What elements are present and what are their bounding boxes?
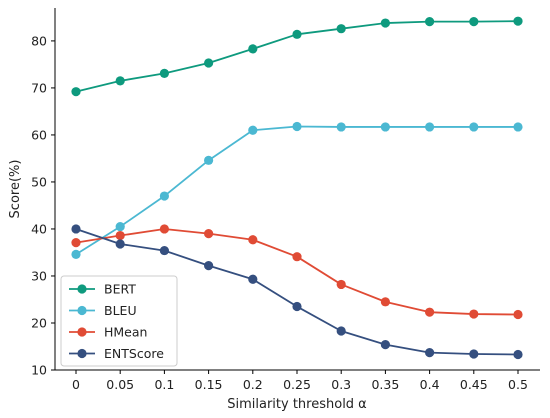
data-point [248, 274, 258, 284]
data-point [292, 301, 302, 312]
data-point [204, 155, 214, 165]
data-point [71, 224, 81, 234]
x-tick-label: 0.5 [508, 377, 528, 392]
data-point [425, 17, 435, 27]
data-point [469, 349, 479, 359]
legend-label: HMean [104, 325, 147, 340]
series-entscore [71, 224, 523, 360]
y-tick-label: 50 [31, 174, 47, 189]
data-point [115, 222, 125, 232]
x-tick-label: 0 [72, 377, 80, 392]
y-tick-label: 60 [31, 127, 47, 142]
legend-marker [77, 348, 87, 359]
axes: 10 20 30 40 50 60 70 80 0 0.05 0.1 0.15 0.2 0.25 0.3 0.… [31, 8, 540, 392]
x-tick-label: 0.05 [106, 377, 134, 392]
series-bert [71, 16, 523, 97]
y-tick-label: 40 [31, 221, 47, 236]
data-point [425, 307, 435, 317]
data-point [115, 230, 125, 241]
data-point [513, 16, 523, 26]
series-bleu [71, 121, 523, 259]
series-line [75, 125, 518, 256]
data-point [204, 261, 214, 271]
data-point [469, 122, 479, 132]
data-point [204, 229, 214, 239]
x-tick-label: 0.4 [420, 377, 440, 392]
x-tick-label: 0.35 [371, 377, 399, 392]
x-tick-label: 0.25 [283, 377, 311, 392]
y-tick-label: 30 [31, 268, 47, 283]
data-point [248, 44, 258, 54]
data-point [159, 191, 169, 201]
data-point [380, 18, 390, 28]
series-hmean [71, 224, 523, 320]
data-point [292, 121, 302, 132]
data-point [248, 235, 258, 245]
legend-item-entscore: ENTScore [69, 346, 164, 361]
data-point [292, 29, 302, 39]
legend-item-bleu: BLEU [69, 303, 137, 318]
data-point [380, 340, 390, 350]
data-point [115, 239, 125, 249]
data-point [513, 309, 523, 320]
y-tick-label: 10 [31, 363, 47, 378]
y-tick-label: 80 [31, 33, 47, 48]
legend-item-hmean: HMean [69, 325, 147, 340]
data-point [469, 17, 479, 27]
data-point [248, 125, 258, 135]
data-point [159, 68, 169, 78]
data-point [71, 249, 81, 259]
data-point [292, 252, 302, 262]
x-axis-label: Similarity threshold α [227, 397, 367, 412]
legend-label: BLEU [104, 303, 137, 318]
x-tick-label: 0.2 [243, 377, 263, 392]
legend: BERT BLEU HMean ENTScore [60, 275, 178, 367]
legend-label: BERT [104, 282, 136, 297]
data-point [336, 122, 346, 132]
data-point [159, 224, 169, 234]
data-point [204, 58, 214, 68]
data-point [513, 122, 523, 132]
y-tick-label: 20 [31, 315, 47, 330]
plot-area [71, 16, 523, 360]
data-point [71, 237, 81, 248]
data-point [469, 309, 479, 319]
y-axis-label: Score(%) [8, 160, 23, 219]
data-point [336, 326, 346, 336]
x-tick-label: 0.45 [460, 377, 488, 392]
data-point [513, 349, 523, 360]
legend-item-bert: BERT [69, 282, 136, 297]
legend-marker [77, 305, 87, 316]
x-tick-label: 0.15 [195, 377, 223, 392]
data-point [380, 122, 390, 132]
legend-marker [77, 284, 87, 294]
data-point [380, 297, 390, 307]
data-point [71, 87, 81, 97]
data-point [336, 24, 346, 34]
x-tick-label: 0.3 [331, 377, 351, 392]
data-point [159, 245, 169, 256]
data-point [336, 279, 346, 290]
x-tick-label: 0.1 [154, 377, 174, 392]
data-point [425, 122, 435, 132]
y-tick-label: 70 [31, 80, 47, 95]
legend-marker [77, 327, 87, 337]
data-point [425, 348, 435, 358]
legend-box [60, 275, 178, 367]
legend-label: ENTScore [104, 346, 164, 361]
data-point [115, 76, 125, 86]
